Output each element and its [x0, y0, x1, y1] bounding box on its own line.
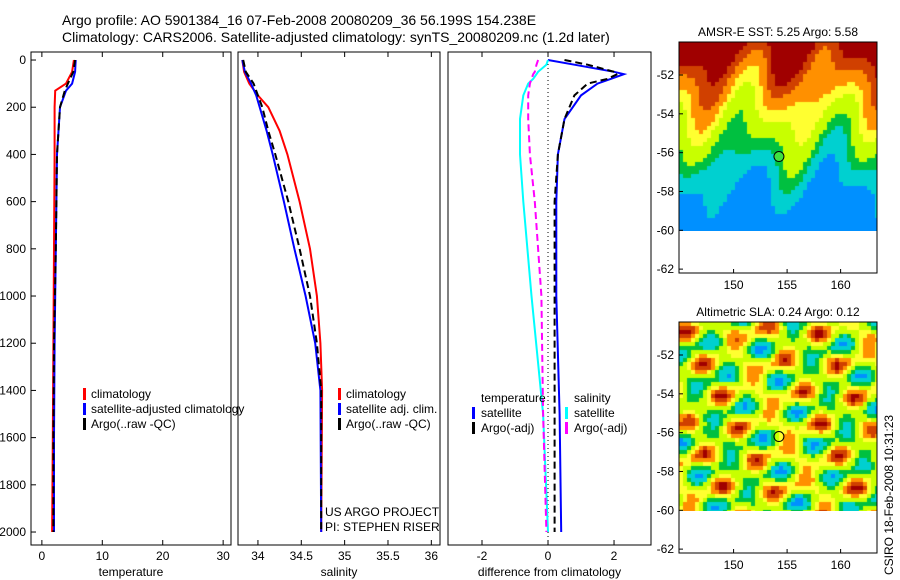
sst-map-image: [679, 42, 877, 231]
sal-xlabel: salinity: [321, 565, 358, 579]
project-label: US ARGO PROJECT: [325, 505, 440, 519]
diff-legend-label: satellite: [481, 406, 522, 420]
temp-series-2: [52, 59, 77, 532]
temp-xlabel: temperature: [99, 565, 164, 579]
temp-legend-label: satellite-adjusted climatology: [91, 402, 244, 416]
sst-ytick-label: -52: [657, 68, 675, 82]
temp-ytick-label: 400: [6, 147, 26, 161]
timestamp-label: CSIRO 18-Feb-2008 10:31:23: [882, 415, 896, 575]
temp-xtick-label: 0: [39, 549, 46, 563]
diff-legend-swatch: [472, 422, 475, 434]
sal-series-2: [242, 59, 323, 532]
sst-float-position-marker: [773, 151, 785, 163]
diff-legend-swatch: [565, 407, 568, 419]
diff-legend-swatch: [565, 422, 568, 434]
diff-legend-header: salinity: [574, 391, 611, 405]
sla-float-position-marker: [773, 431, 785, 443]
diff-series-3: [527, 59, 548, 533]
sla-ytick-label: -58: [657, 464, 675, 478]
sal-series-0: [241, 59, 324, 533]
diff-xtick-label: 0: [545, 549, 552, 563]
temp-legend-swatch: [83, 403, 86, 415]
temp-ytick-label: 1600: [0, 431, 26, 445]
sal-xtick-label: 34.5: [290, 549, 314, 563]
sst-map-axes: [678, 41, 878, 274]
temp-legend-label: Argo(..raw -QC): [91, 417, 176, 431]
diff-axes-box: [447, 51, 652, 546]
temp-xtick-label: 20: [156, 549, 170, 563]
temp-legend-swatch: [83, 388, 86, 400]
diff-series-1: [553, 59, 620, 532]
sal-xtick-label: 34: [251, 549, 265, 563]
sal-xtick-label: 35.5: [376, 549, 400, 563]
diff-xtick-label: -2: [477, 549, 488, 563]
title-line-2: Climatology: CARS2006. Satellite-adjuste…: [62, 29, 610, 45]
temp-series-1: [53, 59, 77, 532]
temp-ytick-label: 200: [6, 100, 26, 114]
sst-map-title: AMSR-E SST: 5.25 Argo: 5.58: [698, 25, 858, 39]
sst-ytick-label: -58: [657, 184, 675, 198]
diff-legend-label: satellite: [574, 406, 615, 420]
temp-ytick-label: 800: [6, 242, 26, 256]
temp-ytick-label: 1200: [0, 336, 26, 350]
sal-axes-box: [237, 51, 441, 546]
temp-ytick-label: 1400: [0, 383, 26, 397]
sla-ytick-label: -52: [657, 348, 675, 362]
sal-xtick-label: 35: [338, 549, 352, 563]
sst-ytick-label: -60: [657, 223, 675, 237]
sal-legend-label: Argo(..raw -QC): [346, 417, 431, 431]
temp-ytick-label: 2000: [0, 525, 26, 539]
sst-ytick-label: -56: [657, 146, 675, 160]
sla-xtick-label: 160: [831, 558, 851, 572]
sal-xtick-label: 36: [425, 549, 439, 563]
diff-xtick-label: 2: [611, 549, 618, 563]
temp-legend-swatch: [83, 418, 86, 430]
sst-xtick-label: 155: [777, 278, 797, 292]
sal-legend-swatch: [338, 403, 341, 415]
diff-legend-label: Argo(-adj): [481, 421, 534, 435]
temp-legend-label: climatology: [91, 387, 151, 401]
sal-legend-swatch: [338, 418, 341, 430]
sla-ytick-label: -60: [657, 503, 675, 517]
diff-xlabel: difference from climatology: [478, 565, 621, 579]
temp-ytick-label: 1800: [0, 478, 26, 492]
diff-series-2: [519, 59, 549, 533]
temp-xtick-label: 30: [216, 549, 230, 563]
diff-series-0: [547, 59, 628, 533]
diff-legend-header: temperature: [481, 391, 546, 405]
sla-xtick-label: 155: [777, 558, 797, 572]
diff-legend-label: Argo(-adj): [574, 421, 627, 435]
sst-xtick-label: 160: [831, 278, 851, 292]
temp-xtick-label: 10: [96, 549, 110, 563]
sla-map-axes: [678, 321, 878, 554]
sst-xtick-label: 150: [724, 278, 744, 292]
sal-legend-label: climatology: [346, 387, 406, 401]
title-line-1: Argo profile: AO 5901384_16 07-Feb-2008 …: [62, 12, 537, 28]
pi-label: PI: STEPHEN RISER: [325, 520, 440, 534]
sla-ytick-label: -62: [657, 542, 675, 556]
sla-ytick-label: -54: [657, 387, 675, 401]
sal-legend-label: satellite adj. clim.: [346, 402, 437, 416]
sla-xtick-label: 150: [724, 558, 744, 572]
sal-series-1: [241, 59, 323, 533]
sst-ytick-label: -62: [657, 262, 675, 276]
temp-ytick-label: 0: [19, 53, 26, 67]
temp-axes-box: [30, 51, 232, 546]
sal-legend-swatch: [338, 388, 341, 400]
temp-ytick-label: 1000: [0, 289, 26, 303]
temp-ytick-label: 600: [6, 195, 26, 209]
diff-legend-swatch: [472, 407, 475, 419]
sst-ytick-label: -54: [657, 107, 675, 121]
sla-ytick-label: -56: [657, 426, 675, 440]
sla-map-image: [679, 322, 877, 511]
sla-map-title: Altimetric SLA: 0.24 Argo: 0.12: [696, 305, 860, 319]
